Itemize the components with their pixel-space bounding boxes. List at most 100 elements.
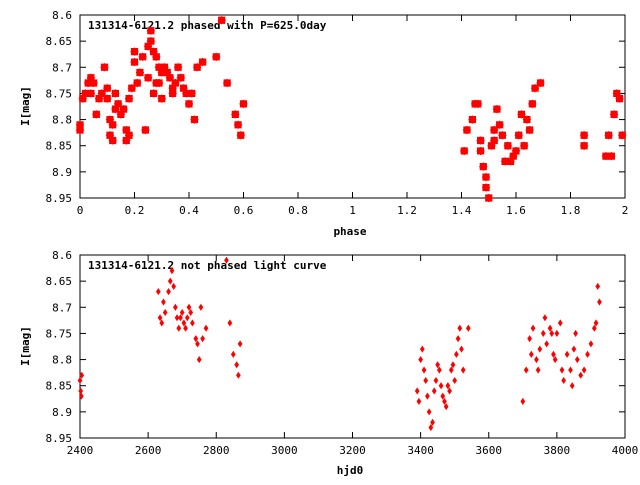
data-point: [166, 288, 171, 296]
data-point: [223, 78, 232, 87]
data-point: [574, 356, 580, 364]
data-point: [179, 308, 185, 317]
data-point: [149, 89, 158, 98]
data-point: [554, 329, 560, 337]
axis-ticks: 0 0.2 0.4 0.6 0.8 1 1.2 1.4 1.6 1.8 2 8.6 8.65 8.7 8.7…: [46, 9, 629, 217]
data-point: [421, 366, 427, 374]
data-point: [578, 371, 584, 379]
chart-title: 131314-6121.2 not phased light curve: [88, 259, 327, 272]
data-point: [536, 78, 545, 87]
data-point: [234, 361, 240, 369]
data-point: [144, 73, 153, 82]
data-point: [157, 94, 166, 103]
y-tick-label: 8.65: [46, 275, 73, 288]
data-point: [195, 340, 200, 348]
data-point: [426, 408, 432, 416]
data-point: [588, 340, 594, 348]
data-point: [138, 52, 147, 61]
data-point: [568, 366, 573, 374]
data-point: [460, 146, 469, 155]
data-point: [528, 350, 534, 358]
data-point: [569, 382, 575, 390]
data-point: [476, 146, 485, 155]
data-point: [155, 288, 161, 296]
y-axis-label: I[mag]: [19, 86, 32, 126]
data-point: [237, 340, 243, 348]
data-point: [433, 376, 439, 385]
x-tick-label: 1.2: [397, 204, 417, 217]
data-point: [167, 277, 173, 285]
x-tick-label: 3400: [407, 444, 434, 457]
data-point: [540, 329, 546, 337]
data-point: [173, 303, 178, 311]
data-point: [595, 282, 601, 290]
data-point: [459, 345, 464, 353]
y-tick-label: 8.9: [52, 406, 72, 419]
data-point: [462, 126, 471, 135]
data-point: [534, 356, 539, 364]
data-point: [217, 16, 226, 25]
data-point: [537, 345, 543, 353]
data-point: [133, 78, 142, 87]
data-point: [188, 308, 194, 317]
x-tick-label: 1.6: [506, 204, 526, 217]
data-point: [125, 131, 134, 140]
data-point: [523, 366, 529, 374]
data-point: [234, 120, 243, 129]
data-point: [580, 131, 589, 140]
data-point: [585, 350, 590, 358]
data-point: [559, 366, 565, 374]
data-point: [190, 115, 199, 124]
data-point: [141, 126, 150, 135]
data-point: [125, 94, 134, 103]
data-point: [445, 382, 451, 390]
data-point: [476, 136, 485, 145]
y-tick-label: 8.8: [52, 354, 72, 367]
data-point: [530, 324, 536, 332]
data-point: [130, 58, 139, 67]
data-point: [438, 382, 444, 390]
y-tick-label: 8.95: [46, 432, 73, 445]
data-point: [184, 314, 190, 322]
x-tick-label: 1.8: [561, 204, 581, 217]
data-point: [152, 52, 161, 61]
data-point: [157, 314, 163, 322]
data-point: [443, 403, 449, 411]
data-point: [198, 303, 204, 311]
data-point: [178, 314, 183, 322]
x-tick-label: 2: [622, 204, 629, 217]
y-tick-label: 8.75: [46, 327, 73, 340]
data-point: [442, 397, 447, 405]
data-point: [86, 89, 95, 98]
y-tick-label: 8.6: [52, 249, 72, 262]
data-point: [108, 120, 117, 129]
data-point: [528, 99, 537, 108]
data-point: [473, 99, 482, 108]
data-point: [542, 314, 548, 322]
data-point: [187, 89, 196, 98]
data-point: [454, 350, 459, 358]
x-tick-label: 2800: [203, 444, 230, 457]
data-point: [169, 267, 175, 275]
data-point: [455, 335, 461, 343]
x-tick-label: 2400: [67, 444, 94, 457]
data-point: [183, 324, 188, 332]
data-point: [482, 183, 491, 192]
data-point: [551, 350, 556, 358]
data-point: [564, 350, 570, 358]
data-point: [176, 324, 182, 332]
data-point: [465, 324, 471, 332]
data-point: [425, 392, 430, 400]
data-point: [457, 324, 463, 332]
data-point: [597, 298, 602, 306]
plot-frame: [79, 14, 626, 199]
x-tick-label: 4000: [612, 444, 639, 457]
y-tick-label: 8.85: [46, 140, 73, 153]
data-point: [561, 376, 567, 385]
data-point: [100, 63, 109, 72]
data-point: [135, 68, 144, 77]
data-point: [231, 110, 240, 119]
data-point: [520, 397, 526, 405]
